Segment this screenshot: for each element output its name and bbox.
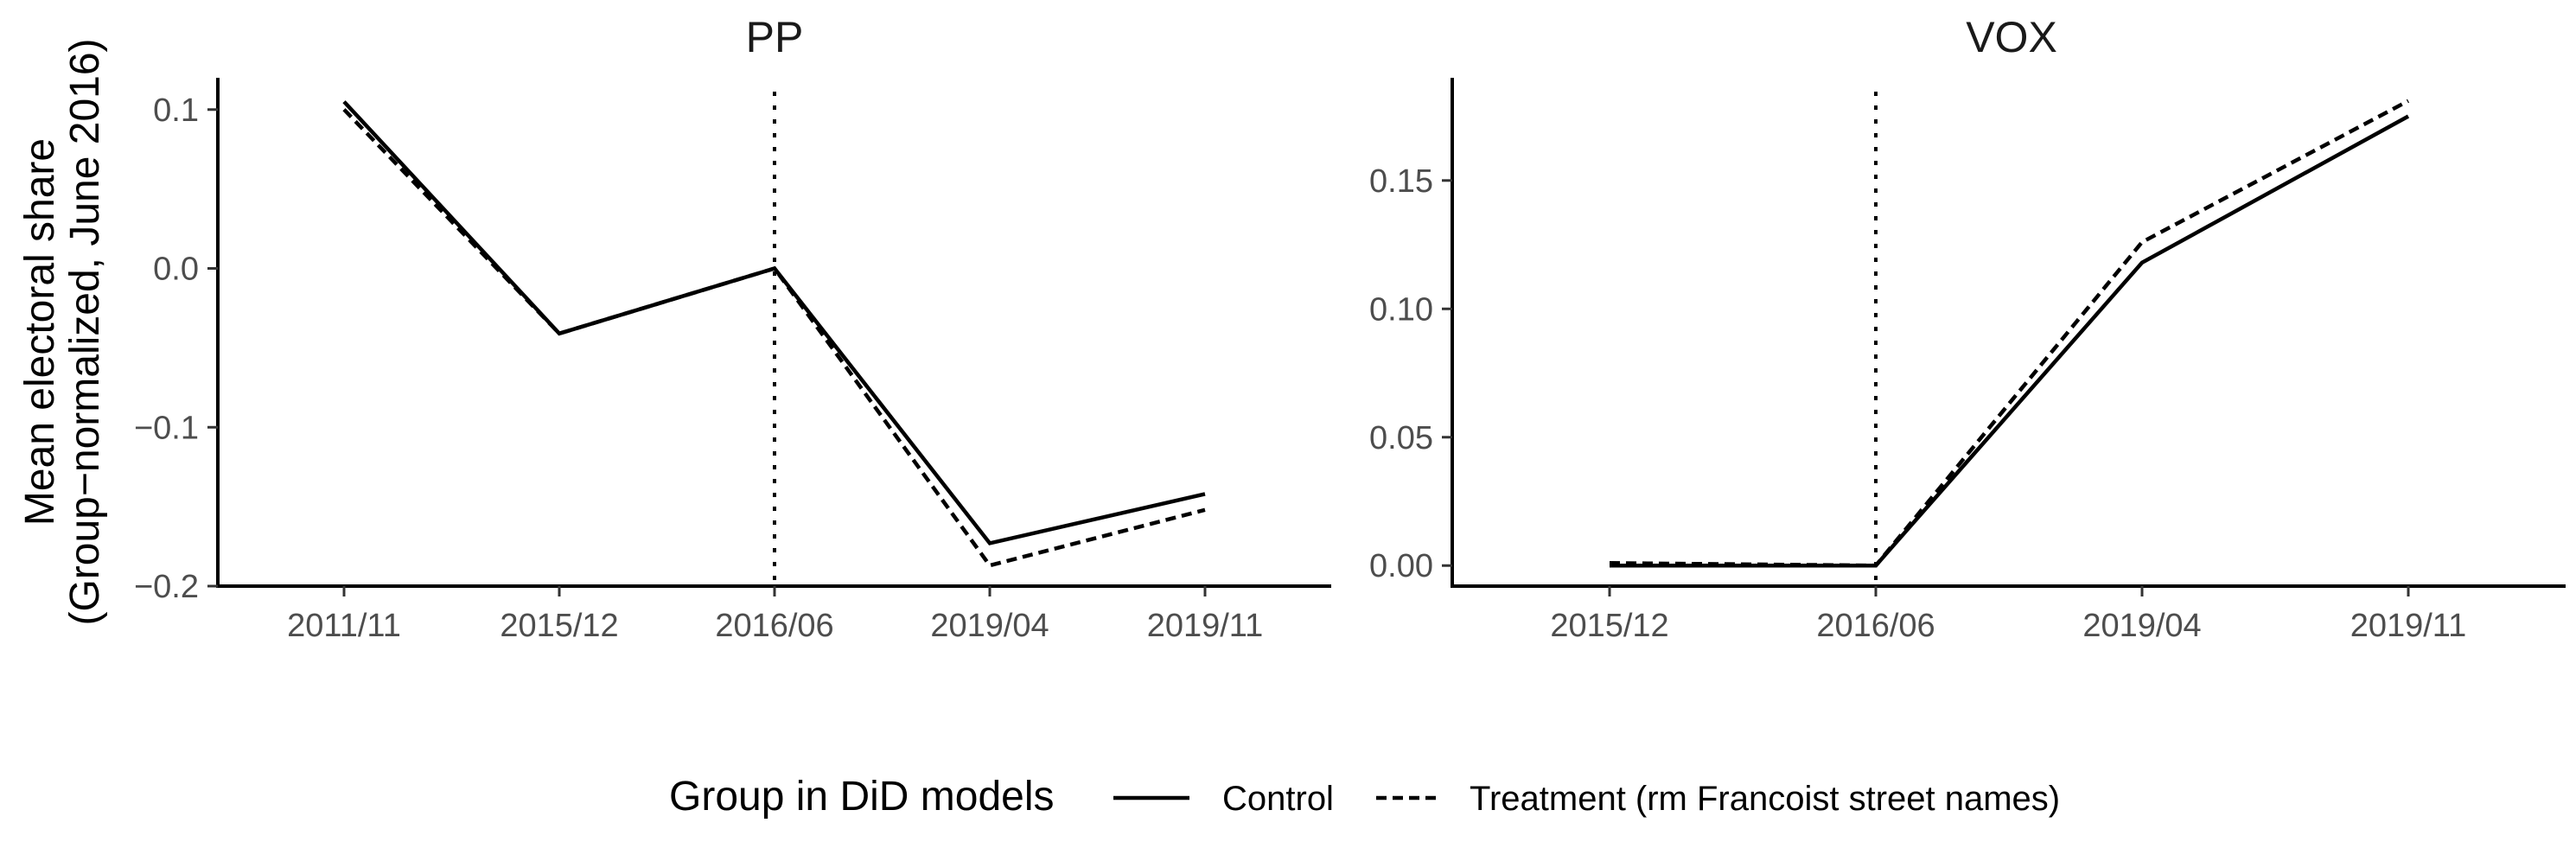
y-tick-label: −0.1: [134, 410, 199, 446]
y-axis-title-line: Mean electoral share: [17, 138, 63, 526]
y-tick-label: 0.15: [1369, 163, 1433, 200]
x-tick-label: 2019/11: [1147, 608, 1264, 644]
series-line-treatment: [1609, 99, 2410, 568]
x-tick-label: 2016/06: [715, 608, 833, 644]
panel-pp: PP 0.1 0.0 −0.1 −0.2 2011/11 2015/12 2016/06 201…: [134, 13, 1331, 644]
x-tick-label: 2019/11: [2350, 608, 2467, 644]
series-line-control: [342, 100, 1206, 545]
series-line-treatment: [342, 108, 1206, 568]
legend: Group in DiD models Control Treatment (rm …: [669, 774, 2060, 820]
x-tick-label: 2015/12: [500, 608, 618, 644]
y-axis-title-line: (Group−normalized, June 2016): [62, 38, 108, 625]
panel-title: PP: [746, 13, 804, 61]
panel-title: VOX: [1966, 13, 2057, 61]
y-axis-title: Mean electoral share(Group−normalized, J…: [17, 38, 108, 625]
x-tick-label: 2016/06: [1816, 608, 1935, 644]
y-tick-label: 0.0: [153, 252, 199, 288]
x-tick-label: 2011/11: [287, 608, 401, 644]
legend-label-treatment: Treatment (rm Francoist street names): [1470, 780, 2060, 818]
series-line-control: [1610, 114, 2410, 568]
x-tick-label: 2019/04: [2082, 608, 2201, 644]
legend-title: Group in DiD models: [669, 774, 1055, 820]
legend-label-control: Control: [1222, 780, 1334, 818]
y-tick-label: 0.10: [1369, 291, 1433, 328]
panel-vox: VOX 0.00 0.05 0.10 0.15 2015/12 2016/06 2019/04…: [1369, 13, 2566, 644]
y-tick-label: 0.00: [1369, 548, 1433, 584]
x-tick-label: 2015/12: [1550, 608, 1668, 644]
y-axis-label: Mean electoral share(Group−normalized, J…: [17, 38, 108, 625]
y-tick-label: −0.2: [134, 569, 199, 605]
y-tick-label: 0.05: [1369, 420, 1433, 456]
y-tick-label: 0.1: [153, 92, 199, 129]
x-tick-label: 2019/04: [930, 608, 1049, 644]
